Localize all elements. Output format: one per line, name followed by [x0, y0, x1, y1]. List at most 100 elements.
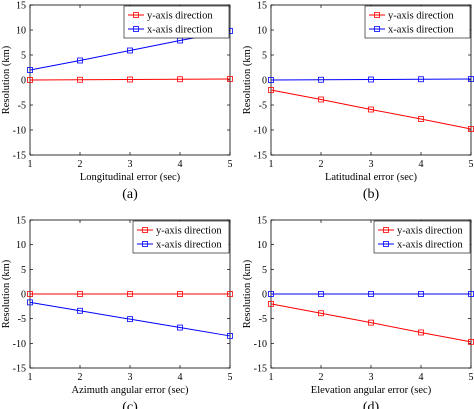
y-tick-label: 5: [262, 265, 267, 276]
x-tick-label: 2: [78, 372, 83, 383]
y-tick-label: 15: [16, 216, 26, 227]
y-tick-label: -15: [13, 364, 26, 375]
x-tick-label: 5: [469, 159, 474, 170]
chart-panel-c: 15 10 5 0 -5 -10 -151 2 3 4 5 Azimuth angular error…: [1, 216, 233, 409]
y-tick-label: -10: [254, 339, 267, 350]
data-point: [27, 291, 33, 297]
legend-entry: x-axis direction: [397, 240, 463, 251]
legend-marker: [374, 12, 380, 18]
x-tick-label: 2: [319, 159, 324, 170]
x-tick-label: 4: [178, 159, 183, 170]
data-point: [227, 291, 233, 297]
x-axis-label: Azimuth angular error (sec): [72, 385, 189, 396]
series-line: [270, 89, 472, 130]
y-axis-label: Resolution (km): [242, 45, 253, 114]
x-tick-label: 5: [469, 372, 474, 383]
data-point: [418, 291, 424, 297]
legend-box: [364, 5, 471, 39]
data-point: [27, 299, 33, 306]
y-tick-label: -10: [13, 339, 26, 350]
y-tick-label: 10: [257, 26, 267, 37]
panel-label: (d): [363, 400, 380, 409]
x-tick-label: 1: [28, 372, 33, 383]
series-line: [29, 301, 231, 337]
y-tick-label: 10: [257, 240, 267, 251]
x-tick-label: 4: [419, 159, 424, 170]
x-tick-label: 3: [128, 372, 133, 383]
x-tick-label: 2: [78, 159, 83, 170]
x-tick-label: 1: [28, 159, 33, 170]
data-point: [418, 76, 424, 83]
legend-box: [123, 5, 230, 39]
legend-box: [373, 220, 471, 254]
data-point: [227, 76, 233, 82]
y-axis-label: Resolution (km): [1, 45, 12, 114]
data-point: [268, 291, 274, 297]
legend-marker: [142, 227, 148, 233]
data-point: [368, 319, 374, 326]
data-point: [268, 87, 274, 93]
y-tick-label: 10: [16, 240, 26, 251]
legend-marker: [383, 241, 389, 247]
legend: y-axis direction x-axis direction: [132, 220, 230, 254]
legend-marker: [133, 12, 139, 18]
data-point: [127, 316, 133, 323]
panel-label: (b): [363, 187, 380, 202]
panel-label: (c): [122, 400, 138, 409]
y-tick-label: -10: [254, 126, 267, 137]
x-tick-label: 3: [128, 159, 133, 170]
legend-entry: y-axis direction: [388, 11, 454, 22]
y-tick-label: 0: [262, 76, 267, 87]
legend-entry: x-axis direction: [388, 25, 454, 36]
data-point: [27, 67, 33, 73]
y-tick-label: 15: [257, 1, 267, 12]
y-tick-label: -5: [259, 314, 267, 325]
y-tick-label: 0: [21, 76, 26, 87]
data-point: [127, 291, 133, 297]
legend-marker: [374, 26, 380, 32]
series-line: [270, 303, 472, 343]
y-tick-label: 5: [21, 265, 26, 276]
legend-marker: [142, 241, 148, 247]
y-tick-label: 15: [257, 216, 267, 227]
x-tick-label: 1: [269, 372, 274, 383]
x-tick-label: 2: [319, 372, 324, 383]
data-point: [27, 77, 33, 83]
data-point: [268, 300, 274, 307]
x-axis-label: Latitudinal error (sec): [325, 172, 418, 183]
data-point: [177, 76, 183, 83]
data-point: [318, 310, 324, 317]
panel-label: (a): [122, 187, 138, 202]
legend: y-axis direction x-axis direction: [364, 5, 471, 39]
y-tick-label: 5: [21, 51, 26, 62]
data-point: [77, 291, 83, 297]
y-tick-label: 15: [16, 1, 26, 12]
data-point: [127, 47, 133, 54]
x-tick-label: 4: [419, 372, 424, 383]
y-tick-label: 0: [21, 290, 26, 301]
x-tick-label: 3: [369, 159, 374, 170]
chart-panel-d: 15 10 5 0 -5 -10 -151 2 3 4 5 Elevation angular err…: [242, 216, 474, 409]
data-point: [418, 329, 424, 336]
x-tick-label: 5: [228, 372, 233, 383]
data-point: [368, 76, 374, 83]
data-point: [318, 76, 324, 83]
legend-entry: y-axis direction: [147, 11, 213, 22]
y-tick-label: -15: [254, 151, 267, 162]
y-axis-label: Resolution (km): [1, 259, 12, 328]
x-tick-label: 3: [369, 372, 374, 383]
y-tick-label: 0: [262, 290, 267, 301]
data-point: [77, 76, 83, 83]
legend-entry: x-axis direction: [147, 25, 213, 36]
x-tick-label: 5: [228, 159, 233, 170]
series-line: [29, 78, 231, 81]
y-tick-label: -15: [254, 364, 267, 375]
x-tick-label: 4: [178, 372, 183, 383]
x-tick-label: 1: [269, 159, 274, 170]
data-point: [268, 77, 274, 83]
legend: y-axis direction x-axis direction: [123, 5, 230, 39]
legend-entry: y-axis direction: [397, 226, 463, 237]
data-point: [77, 307, 83, 314]
y-tick-label: -15: [13, 151, 26, 162]
